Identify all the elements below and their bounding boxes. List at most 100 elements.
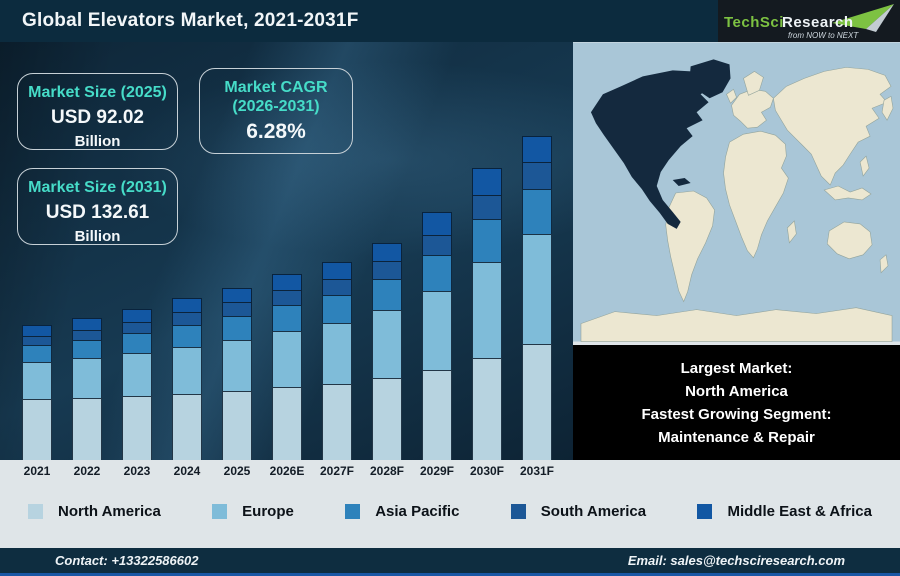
legend-swatch bbox=[212, 503, 228, 519]
segment-2026E-middle-east-africa bbox=[272, 274, 302, 290]
bar-2027F bbox=[322, 262, 352, 460]
segment-2025-south-america bbox=[222, 302, 252, 316]
bar-2024 bbox=[172, 298, 202, 460]
callout-value: USD 132.61 bbox=[45, 202, 150, 223]
segment-2023-middle-east-africa bbox=[122, 309, 152, 322]
segment-2029F-middle-east-africa bbox=[422, 212, 452, 235]
map-philippines bbox=[859, 155, 870, 177]
bar-2031F bbox=[522, 136, 552, 460]
segment-2028F-north-america bbox=[372, 378, 402, 460]
segment-2021-north-america bbox=[22, 399, 52, 460]
callout-market-size-2025: Market Size (2025) USD 92.02 Billion bbox=[17, 73, 178, 150]
note-line-1: Largest Market: bbox=[680, 359, 793, 377]
logo-arrow-underside-icon bbox=[866, 4, 894, 32]
logo-brand-primary: TechSci bbox=[724, 14, 784, 31]
segment-2023-south-america bbox=[122, 322, 152, 333]
logo-arrow-icon bbox=[832, 4, 894, 29]
segment-2022-north-america bbox=[72, 398, 102, 460]
x-axis: 2021 2022 2023 2024 2025 2026E 2027F 2028F 2029F… bbox=[0, 460, 900, 482]
callout-title-line1: Market CAGR bbox=[224, 79, 328, 96]
segment-2025-europe bbox=[222, 340, 252, 391]
segment-2029F-asia-pacific bbox=[422, 255, 452, 291]
segment-2025-asia-pacific bbox=[222, 316, 252, 340]
techsci-logo: TechSci Research from NOW to NEXT bbox=[718, 0, 900, 42]
x-tick-2026E: 2026E bbox=[269, 460, 305, 482]
segment-2021-middle-east-africa bbox=[22, 325, 52, 336]
largest-market-note: Largest Market: North America Fastest Gr… bbox=[573, 345, 900, 460]
map-antarctica bbox=[580, 307, 893, 342]
page-title: Global Elevators Market, 2021-2031F bbox=[22, 10, 359, 31]
x-tick-label: 2031F bbox=[519, 464, 555, 478]
x-tick-2029F: 2029F bbox=[420, 460, 454, 482]
segment-2030F-north-america bbox=[472, 358, 502, 460]
callout-unit: Billion bbox=[74, 133, 121, 150]
legend-item-middle-east-africa: Middle East & Africa bbox=[697, 503, 872, 520]
segment-2024-north-america bbox=[172, 394, 202, 460]
segment-2031F-north-america bbox=[522, 344, 552, 460]
segment-2022-south-america bbox=[72, 330, 102, 340]
callout-market-cagr: Market CAGR (2026-2031) 6.28% bbox=[199, 68, 353, 154]
chart-panel: Market Size (2025) USD 92.02 Billion Mar… bbox=[0, 42, 573, 460]
footer-contact: Contact: +13322586602 bbox=[55, 553, 199, 568]
x-tick-2022: 2022 bbox=[72, 460, 102, 482]
legend-swatch bbox=[697, 503, 713, 519]
segment-2027F-south-america bbox=[322, 279, 352, 295]
map-scandinavia bbox=[743, 71, 764, 96]
x-tick-label: 2023 bbox=[123, 464, 151, 478]
segment-2030F-middle-east-africa bbox=[472, 168, 502, 195]
callout-title: Market Size (2031) bbox=[28, 179, 167, 196]
bar-2025 bbox=[222, 288, 252, 460]
segment-2021-asia-pacific bbox=[22, 345, 52, 362]
segment-2030F-asia-pacific bbox=[472, 219, 502, 262]
segment-2023-north-america bbox=[122, 396, 152, 460]
segment-2025-north-america bbox=[222, 391, 252, 460]
segment-2022-asia-pacific bbox=[72, 340, 102, 358]
segment-2026E-south-america bbox=[272, 290, 302, 305]
x-tick-label: 2030F bbox=[469, 464, 505, 478]
map-asia bbox=[773, 67, 892, 186]
legend-swatch bbox=[28, 503, 43, 519]
segment-2027F-asia-pacific bbox=[322, 295, 352, 323]
segment-2031F-europe bbox=[522, 234, 552, 344]
legend-label: South America bbox=[540, 502, 647, 520]
legend-item-north-america: North America bbox=[28, 503, 161, 520]
segment-2031F-asia-pacific bbox=[522, 189, 552, 234]
note-line-2: North America bbox=[685, 382, 788, 400]
segment-2023-europe bbox=[122, 353, 152, 396]
segment-2028F-middle-east-africa bbox=[372, 243, 402, 261]
segment-2030F-europe bbox=[472, 262, 502, 358]
segment-2021-south-america bbox=[22, 336, 52, 345]
segment-2026E-asia-pacific bbox=[272, 305, 302, 331]
segment-2027F-middle-east-africa bbox=[322, 262, 352, 279]
callout-title-line2: (2026-2031) bbox=[232, 98, 320, 115]
map-caribbean-highlight bbox=[672, 178, 691, 187]
callout-value: USD 92.02 bbox=[51, 107, 144, 128]
footer-email: Email: sales@techsciresearch.com bbox=[627, 553, 845, 568]
x-tick-label: 2026E bbox=[269, 464, 305, 478]
map-panel: Largest Market: North America Fastest Gr… bbox=[573, 42, 900, 460]
map-north-america-highlight bbox=[590, 70, 719, 229]
map-australia bbox=[826, 221, 873, 260]
segment-2022-middle-east-africa bbox=[72, 318, 102, 330]
map-africa bbox=[723, 130, 789, 259]
bar-2028F bbox=[372, 243, 402, 460]
segment-2024-europe bbox=[172, 347, 202, 394]
callout-value: 6.28% bbox=[246, 120, 306, 143]
stacked-bars bbox=[22, 42, 552, 460]
bar-2023 bbox=[122, 309, 152, 460]
segment-2027F-europe bbox=[322, 323, 352, 384]
x-tick-label: 2027F bbox=[319, 464, 355, 478]
x-tick-label: 2024 bbox=[173, 464, 201, 478]
map-greenland-highlight bbox=[689, 59, 731, 99]
legend: North America Europe Asia Pacific South Ame… bbox=[0, 482, 900, 540]
legend-label: North America bbox=[58, 502, 161, 520]
map-indonesia bbox=[823, 185, 872, 201]
main-content: Market Size (2025) USD 92.02 Billion Mar… bbox=[0, 42, 900, 460]
world-map-svg bbox=[573, 42, 900, 342]
map-british-isles bbox=[726, 88, 737, 104]
note-line-4: Maintenance & Repair bbox=[658, 428, 815, 446]
segment-2026E-europe bbox=[272, 331, 302, 387]
x-tick-2024: 2024 bbox=[172, 460, 202, 482]
segment-2023-asia-pacific bbox=[122, 333, 152, 353]
